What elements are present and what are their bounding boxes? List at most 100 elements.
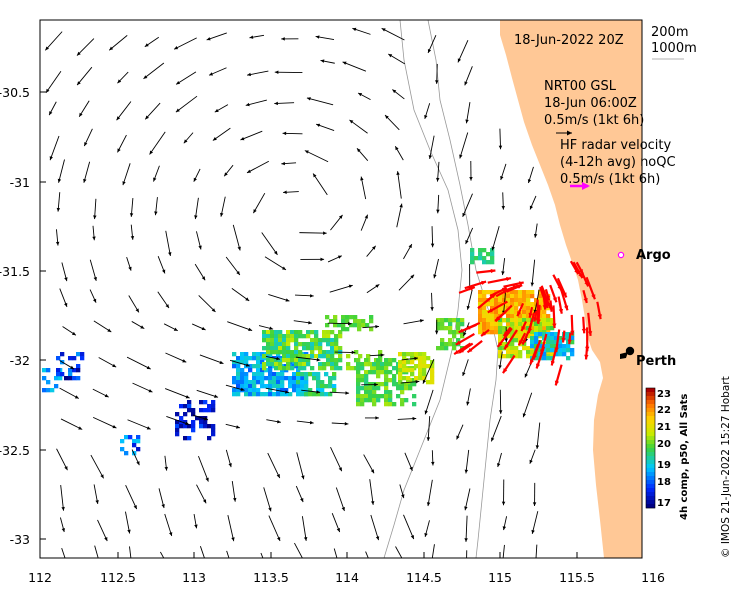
colorbar-swatch — [646, 408, 655, 413]
model-arrow-head — [104, 537, 108, 542]
model-arrow-head — [168, 252, 172, 256]
sst-pixel — [294, 350, 299, 355]
sst-pixel — [538, 294, 543, 299]
colorbar-swatch — [646, 472, 655, 477]
sst-pixel — [183, 436, 188, 441]
model-arrow — [225, 256, 241, 276]
model-arrow-head — [93, 215, 97, 220]
sst-pixel — [341, 323, 346, 328]
sst-pixel — [300, 384, 305, 389]
sst-pixel — [402, 364, 407, 369]
sst-pixel — [392, 402, 397, 407]
sst-pixel — [478, 252, 483, 257]
sst-pixel — [534, 344, 539, 349]
model-arrow-head — [149, 150, 154, 155]
sst-pixel — [199, 408, 204, 413]
model-arrow — [465, 449, 470, 474]
radar-arrow-head — [535, 363, 541, 369]
sst-pixel — [510, 338, 515, 343]
sst-pixel — [426, 356, 431, 361]
sst-pixel — [534, 322, 539, 327]
model-arrow-head — [464, 538, 468, 542]
model-arrow-head — [529, 205, 534, 210]
sst-pixel — [530, 310, 535, 315]
sst-pixel — [368, 394, 373, 399]
sst-pixel — [554, 336, 559, 341]
sst-pixel — [256, 376, 261, 381]
colorbar-swatch — [646, 504, 655, 509]
model-arrow-head — [356, 148, 361, 153]
sst-pixel — [268, 392, 273, 397]
sst-pixel — [324, 372, 329, 377]
model-arrow-head — [320, 59, 325, 63]
x-axis-labels: 112 112.5 113 113.5 114 114.5 115 115.5 … — [28, 570, 665, 585]
sst-pixel — [240, 368, 245, 373]
sst-pixel — [510, 354, 515, 359]
sst-pixel — [514, 318, 519, 323]
model-arrow — [89, 259, 97, 282]
sst-pixel — [330, 350, 335, 355]
sst-pixel — [384, 366, 389, 371]
sst-pixel — [248, 384, 253, 389]
sst-pixel — [292, 388, 297, 393]
sst-pixel — [510, 290, 515, 295]
sst-pixel — [378, 350, 383, 355]
y-tick-label: -33 — [10, 532, 30, 547]
sst-pixel — [42, 376, 47, 381]
colorbar-swatch — [646, 452, 655, 457]
model-arrow-head — [95, 500, 99, 504]
sst-pixel — [266, 338, 271, 343]
model-time: 18-Jun 06:00Z — [544, 96, 637, 111]
model-arrow — [369, 479, 374, 505]
model-arrow-head — [283, 190, 287, 194]
model-arrow-head — [336, 559, 339, 563]
sst-pixel — [494, 322, 499, 327]
sst-pixel — [236, 376, 241, 381]
sst-pixel — [80, 352, 85, 357]
model-arrow — [90, 454, 104, 479]
sst-pixel — [282, 350, 287, 355]
sst-pixel — [470, 256, 475, 261]
sst-pixel — [376, 382, 381, 387]
model-arrow-head — [465, 240, 469, 245]
sst-pixel — [522, 330, 527, 335]
sst-pixel — [330, 330, 335, 335]
sst-pixel — [372, 402, 377, 407]
model-arrow-head — [435, 80, 439, 84]
sst-pixel — [388, 398, 393, 403]
sst-pixel — [546, 306, 551, 311]
sst-pixel — [506, 318, 511, 323]
sst-pixel — [320, 384, 325, 389]
sst-pixel — [534, 340, 539, 345]
sst-pixel — [290, 350, 295, 355]
sst-pixel — [120, 439, 125, 444]
sst-pixel — [290, 358, 295, 363]
model-arrow — [427, 416, 431, 441]
model-arrow-head — [116, 116, 121, 121]
model-arrow-head — [277, 536, 281, 541]
sst-pixel — [314, 334, 319, 339]
model-arrow — [296, 452, 305, 480]
model-arrow-head — [93, 276, 97, 281]
model-arrow-head — [375, 536, 380, 541]
sst-pixel — [306, 362, 311, 367]
sst-pixel — [312, 372, 317, 377]
sst-pixel — [384, 402, 389, 407]
model-arrow-head — [129, 213, 134, 217]
sst-pixel — [440, 342, 445, 347]
sst-pixel — [262, 330, 267, 335]
sst-pixel — [542, 314, 547, 319]
sst-pixel — [410, 360, 415, 365]
sst-pixel — [264, 384, 269, 389]
sst-pixel — [534, 306, 539, 311]
model-arrow-head — [112, 424, 117, 429]
sst-pixel — [550, 318, 555, 323]
model-arrow — [83, 161, 91, 183]
sst-pixel — [318, 346, 323, 351]
sst-pixel — [538, 352, 543, 357]
sst-pixel — [318, 338, 323, 343]
sst-pixel — [272, 376, 277, 381]
model-arrow-head — [414, 356, 418, 361]
sst-pixel — [256, 356, 261, 361]
sst-pixel — [356, 382, 361, 387]
